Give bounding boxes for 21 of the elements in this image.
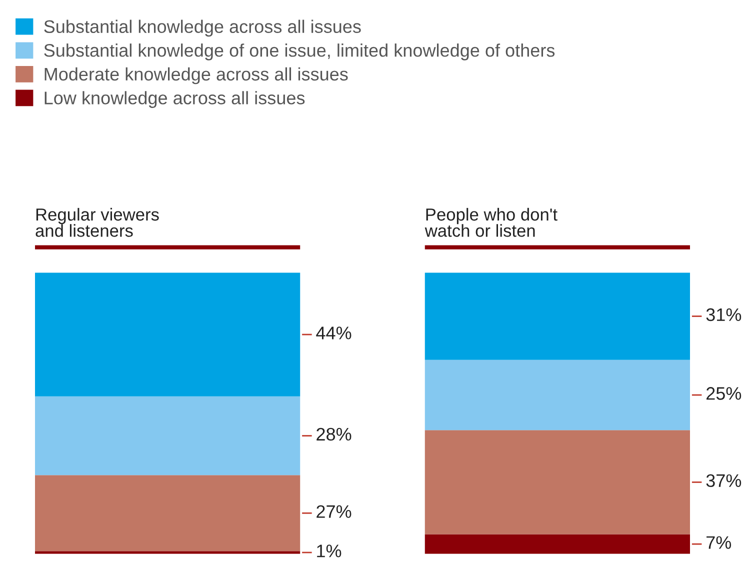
bar [424,360,690,430]
bar [35,396,300,476]
x-tick-label: People who don't watch or listen [424,208,558,237]
legend-label: Moderate knowledge across all issues [44,67,348,84]
legend-label: Substantial knowledge across all issues [44,20,361,37]
x-tick-label: Regular viewers and listeners [36,208,159,237]
legend-label: Low knowledge across all issues [44,91,305,108]
bar [424,430,690,534]
bar [424,272,690,360]
bar [35,475,300,552]
bar [424,534,690,554]
data-label: 28% [316,428,352,441]
bar [35,272,300,396]
legend-label: Substantial knowledge of one issue, limited knowledge of others [44,44,555,60]
data-label: 44% [316,326,352,340]
data-label: 37% [706,474,742,488]
data-label: 7% [706,536,732,549]
data-label: 27% [316,505,352,518]
data-label: 25% [706,387,742,400]
data-label: 1% [317,544,342,558]
data-label: 31% [706,308,742,322]
